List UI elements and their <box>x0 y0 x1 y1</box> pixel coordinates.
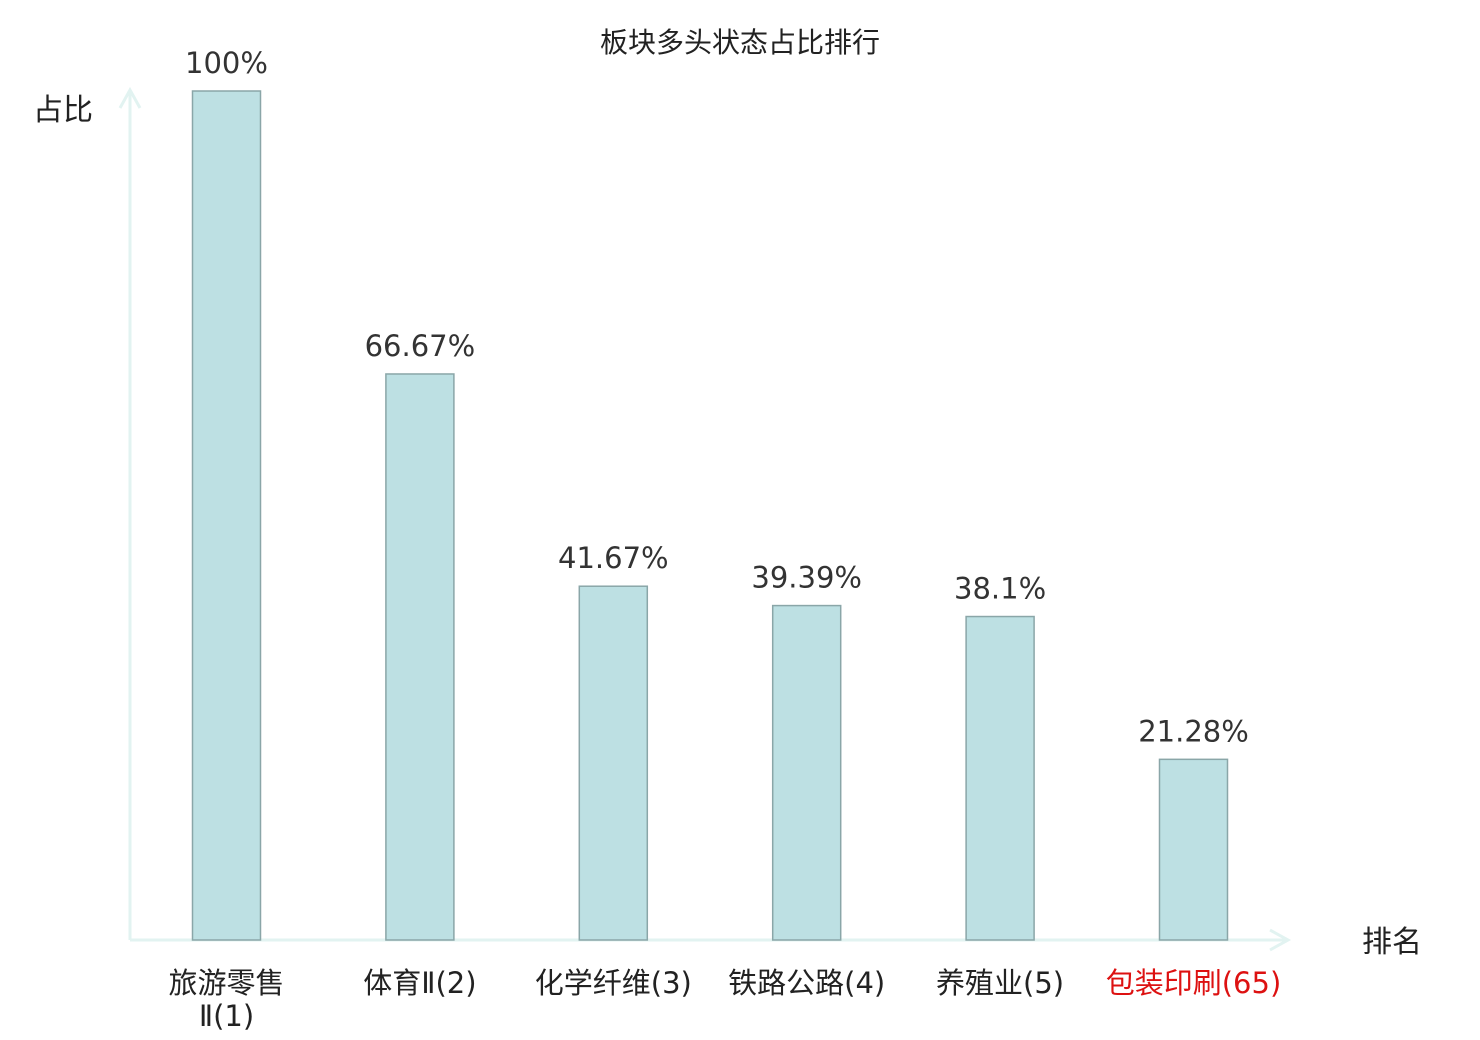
bar-0 <box>191 90 262 941</box>
bars-group <box>191 90 1229 941</box>
category-label-4: 养殖业(5) <box>936 966 1064 1000</box>
value-labels-group: 100% 66.67% 41.67% 39.39% 38.1% 21.28% <box>185 46 1249 748</box>
category-label-0-line-0: 旅游零售 <box>168 966 284 1000</box>
category-label-3-line-0: 铁路公路(4) <box>728 966 885 1000</box>
category-label-0-line-1: Ⅱ(1) <box>199 999 254 1033</box>
bar-4 <box>965 615 1035 941</box>
x-axis-arrow-icon <box>1269 928 1292 952</box>
value-label-2: 41.67% <box>558 541 669 575</box>
value-label-5: 21.28% <box>1138 714 1249 748</box>
y-axis <box>118 86 142 940</box>
category-label-1-line-0: 体育Ⅱ(2) <box>363 966 476 1000</box>
value-label-0: 100% <box>185 46 268 80</box>
x-axis <box>130 928 1292 952</box>
value-label-3: 39.39% <box>751 561 862 595</box>
category-label-5-line-0: 包装印刷(65) <box>1106 966 1282 1000</box>
category-label-2: 化学纤维(3) <box>535 966 692 1000</box>
category-labels-group: 旅游零售 Ⅱ(1) 体育Ⅱ(2) 化学纤维(3) 铁路公路(4) 养殖业(5) 包装印刷(6… <box>168 966 1281 1033</box>
bar-2 <box>578 585 649 941</box>
y-axis-label: 占比 <box>33 93 93 128</box>
bar-5 <box>1158 758 1229 941</box>
value-label-4: 38.1% <box>954 572 1046 606</box>
chart-title: 板块多头状态占比排行 <box>600 26 880 59</box>
y-axis-arrow-icon <box>118 86 142 109</box>
category-label-2-line-0: 化学纤维(3) <box>535 966 692 1000</box>
bar-1 <box>385 373 455 941</box>
category-label-5: 包装印刷(65) <box>1106 966 1282 1000</box>
x-axis-label: 排名 <box>1362 925 1422 960</box>
bar-3 <box>771 604 842 941</box>
category-label-1: 体育Ⅱ(2) <box>363 966 476 1000</box>
category-label-3: 铁路公路(4) <box>728 966 885 1000</box>
category-label-0: 旅游零售 Ⅱ(1) <box>168 966 284 1033</box>
category-label-4-line-0: 养殖业(5) <box>936 966 1064 1000</box>
value-label-1: 66.67% <box>365 329 476 363</box>
